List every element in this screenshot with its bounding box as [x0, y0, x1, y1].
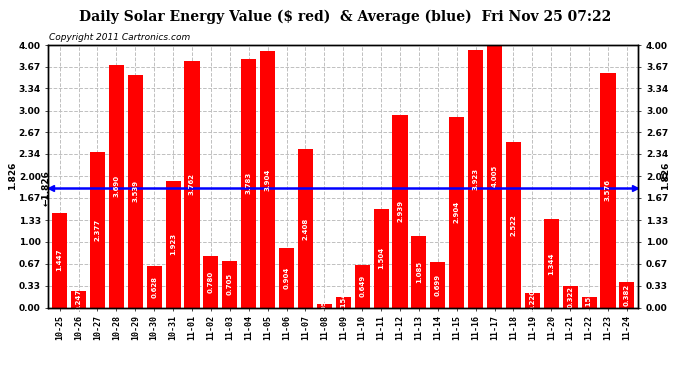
- Bar: [222, 261, 237, 308]
- Text: 0.780: 0.780: [208, 271, 214, 293]
- Text: 1.344: 1.344: [549, 252, 554, 274]
- Text: 2.904: 2.904: [454, 201, 460, 223]
- Text: 1.447: 1.447: [57, 249, 63, 271]
- Bar: [52, 213, 67, 308]
- Text: 3.576: 3.576: [605, 179, 611, 201]
- Bar: [373, 209, 388, 308]
- Bar: [109, 65, 124, 308]
- Bar: [317, 304, 332, 307]
- Bar: [298, 150, 313, 308]
- Bar: [620, 282, 635, 308]
- Bar: [468, 50, 483, 308]
- Text: 2.939: 2.939: [397, 200, 403, 222]
- Bar: [506, 142, 521, 308]
- Bar: [525, 293, 540, 308]
- Text: 0.382: 0.382: [624, 284, 630, 306]
- Text: 0.155: 0.155: [586, 291, 592, 314]
- Bar: [71, 291, 86, 308]
- Bar: [449, 117, 464, 308]
- Text: 0.053: 0.053: [322, 297, 327, 315]
- Text: 3.762: 3.762: [189, 173, 195, 195]
- Text: 2.522: 2.522: [511, 214, 516, 236]
- Bar: [355, 265, 370, 308]
- Bar: [431, 262, 445, 308]
- Text: 1.504: 1.504: [378, 247, 384, 269]
- Text: 0.247: 0.247: [75, 288, 81, 310]
- Text: 3.904: 3.904: [265, 168, 270, 190]
- Text: 0.154: 0.154: [340, 291, 346, 314]
- Bar: [204, 256, 219, 307]
- Text: 0.699: 0.699: [435, 273, 441, 296]
- Bar: [336, 297, 351, 307]
- Bar: [562, 286, 578, 308]
- Text: 2.408: 2.408: [302, 217, 308, 240]
- Text: 0.904: 0.904: [284, 267, 290, 289]
- Bar: [166, 181, 181, 308]
- Text: 1.826: 1.826: [661, 162, 671, 190]
- Text: 3.690: 3.690: [113, 176, 119, 198]
- Text: 4.005: 4.005: [491, 165, 497, 187]
- Text: 0.628: 0.628: [151, 276, 157, 298]
- Bar: [260, 51, 275, 308]
- Bar: [90, 152, 105, 308]
- Text: 3.923: 3.923: [473, 168, 479, 190]
- Text: 3.783: 3.783: [246, 172, 252, 195]
- Text: 2.377: 2.377: [95, 219, 101, 241]
- Bar: [600, 73, 615, 308]
- Text: 0.705: 0.705: [227, 273, 233, 296]
- Text: 0.649: 0.649: [359, 275, 365, 297]
- Bar: [582, 297, 597, 307]
- Bar: [241, 59, 256, 308]
- Bar: [393, 115, 408, 308]
- Bar: [411, 236, 426, 308]
- Text: 1.826: 1.826: [8, 162, 17, 190]
- Bar: [146, 266, 161, 308]
- Text: 0.322: 0.322: [567, 286, 573, 308]
- Bar: [184, 61, 199, 308]
- Text: 1.923: 1.923: [170, 233, 176, 255]
- Text: 3.539: 3.539: [132, 180, 138, 203]
- Bar: [279, 248, 294, 308]
- Bar: [487, 45, 502, 308]
- Bar: [544, 219, 559, 308]
- Text: 1.085: 1.085: [416, 261, 422, 283]
- Text: Daily Solar Energy Value ($ red)  & Average (blue)  Fri Nov 25 07:22: Daily Solar Energy Value ($ red) & Avera…: [79, 9, 611, 24]
- Text: ←1.826: ←1.826: [41, 170, 50, 206]
- Text: 0.220: 0.220: [529, 289, 535, 311]
- Text: Copyright 2011 Cartronics.com: Copyright 2011 Cartronics.com: [50, 33, 190, 42]
- Bar: [128, 75, 143, 308]
